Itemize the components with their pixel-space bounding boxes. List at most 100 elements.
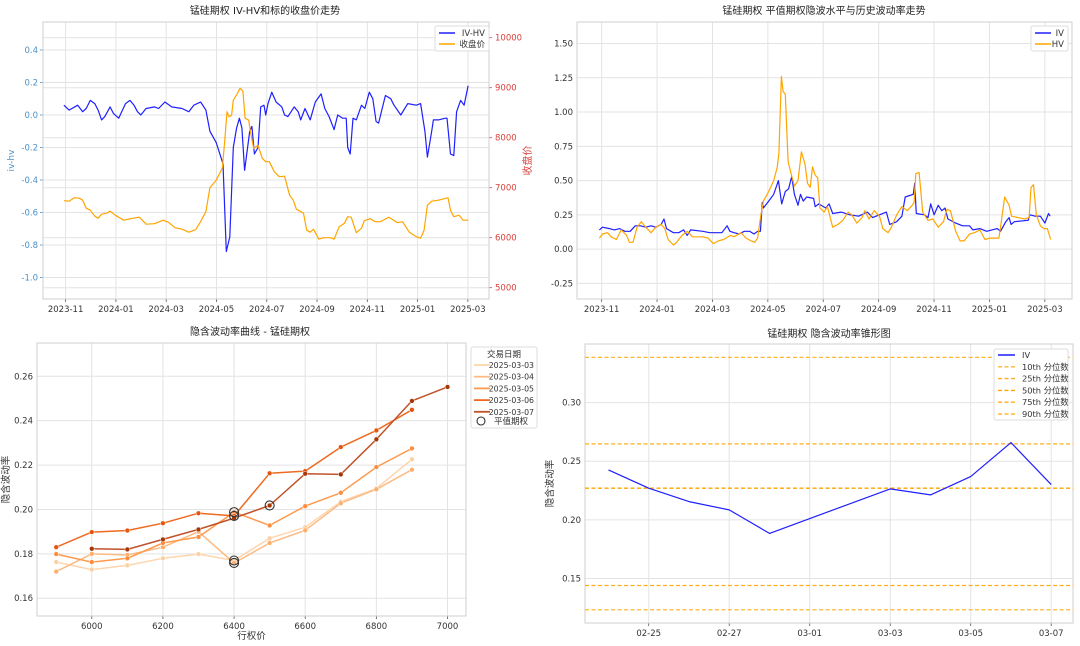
data-point: [124, 527, 131, 534]
x-tick-label: 2024-07: [805, 305, 841, 315]
x-tick-label: 2024-09: [299, 305, 335, 315]
plot-area: [585, 344, 1073, 623]
chart-title: 隐含波动率曲线 - 锰硅期权: [190, 325, 310, 338]
y-tick-label: 0.4: [24, 46, 38, 56]
data-point: [53, 551, 59, 557]
x-tick-label: 6400: [223, 622, 245, 632]
y2-tick-label: 5000: [495, 284, 517, 294]
data-point: [266, 502, 273, 509]
chart-title: 锰硅期权 平值期权隐波水平与历史波动率走势: [722, 4, 925, 17]
x-tick-label: 2024-05: [199, 305, 235, 315]
x-tick-label: 2024-11: [350, 305, 386, 315]
data-point: [53, 544, 59, 550]
y-axis-label: 隐含波动率: [0, 455, 12, 503]
legend-label: 50th 分位数: [1022, 385, 1069, 395]
x-tick-label: 6200: [152, 622, 174, 632]
data-point: [338, 490, 344, 496]
data-point: [373, 486, 380, 492]
x-axis-label: 行权价: [237, 630, 266, 642]
data-point: [409, 407, 415, 413]
legend-label: 75th 分位数: [1022, 397, 1069, 407]
legend-box: [470, 346, 538, 429]
data-point: [338, 500, 344, 506]
data-point: [409, 467, 415, 473]
y2-tick-label: 10000: [495, 34, 522, 44]
legend-label: 2025-03-03: [489, 361, 534, 370]
data-point: [373, 427, 380, 434]
data-point: [53, 559, 59, 565]
x-tick-label: 7000: [437, 622, 459, 632]
y-tick-label: 0.25: [554, 211, 573, 221]
y-tick-label: 1.50: [554, 40, 573, 50]
series-line-2: [63, 87, 469, 240]
plot-area: [43, 22, 489, 299]
data-point: [373, 464, 380, 470]
y-tick-label: -0.25: [551, 279, 573, 289]
y-tick-label: 0.20: [14, 505, 33, 515]
data-point: [302, 503, 308, 509]
legend-label: 25th 分位数: [1022, 374, 1069, 384]
x-tick-label: 02-25: [636, 629, 661, 639]
data-point: [89, 529, 95, 535]
legend-atm-marker: [476, 416, 486, 426]
y-tick-label: 0.24: [14, 417, 33, 427]
legend-label: HV: [1052, 40, 1064, 50]
x-tick-label: 2024-03: [148, 305, 184, 315]
chart-panel-4: 02-25 02-27 03-01 03-03 03-05 03-07 0.15 0.20 0.…: [544, 327, 1074, 639]
x-tick-label: 2024-05: [750, 305, 786, 315]
plot-area: [37, 343, 466, 616]
x-tick-label: 6600: [294, 622, 316, 632]
data-point: [266, 535, 273, 541]
x-tick-label: 2025-01: [400, 305, 436, 315]
y-tick-label: 0.16: [14, 594, 33, 604]
series-line-2: [598, 75, 1052, 246]
legend-label: 90th 分位数: [1022, 409, 1069, 419]
y-tick-label: 0.30: [562, 399, 581, 409]
x-tick-label: 2024-03: [695, 305, 731, 315]
data-point: [124, 562, 131, 569]
y2-axis-label: 收盘价: [521, 146, 534, 176]
y-axis-label: 隐含波动率: [544, 459, 556, 507]
x-tick-label: 03-03: [878, 629, 903, 639]
data-point: [89, 546, 95, 552]
data-point: [195, 534, 202, 540]
plot-frame: [42, 21, 490, 300]
chart-title: 锰硅期权 IV-HV和标的收盘价走势: [190, 4, 340, 17]
data-point: [195, 510, 202, 516]
data-point: [338, 444, 344, 450]
x-tick-label: 2025-03: [1027, 305, 1063, 315]
data-point: [266, 540, 273, 546]
x-tick-label: 6000: [81, 622, 103, 632]
data-point: [124, 555, 131, 561]
legend-label: 2025-03-07: [489, 408, 534, 417]
data-point: [89, 551, 95, 557]
y-tick-label: 0.50: [554, 177, 573, 187]
chart-title: 锰硅期权 隐含波动率锥形图: [767, 327, 890, 340]
data-point: [373, 436, 380, 442]
x-tick-label: 2024-01: [639, 305, 675, 315]
series-line-1: [63, 85, 469, 253]
y-tick-label: -1.0: [21, 274, 38, 284]
data-point: [195, 551, 202, 557]
y-tick-label: 0.25: [562, 457, 581, 467]
atm-marker: [229, 510, 240, 521]
x-tick-label: 2025-01: [972, 305, 1008, 315]
y-tick-label: 0.75: [554, 142, 573, 152]
y-tick-label: 0.22: [14, 461, 33, 471]
legend-label: 10th 分位数: [1022, 362, 1069, 372]
x-tick-label: 2024-11: [916, 305, 952, 315]
y-tick-label: 0.2: [24, 78, 38, 88]
data-point: [160, 536, 166, 543]
legend-label: 收盘价: [459, 39, 485, 50]
y2-tick-label: 6000: [495, 234, 517, 244]
data-point: [302, 527, 308, 533]
y-tick-label: -0.2: [21, 143, 38, 153]
data-point: [89, 559, 95, 565]
y-tick-label: 1.25: [554, 74, 573, 84]
data-point: [160, 520, 166, 526]
data-point: [266, 522, 273, 529]
y-tick-label: 0.15: [562, 574, 581, 584]
